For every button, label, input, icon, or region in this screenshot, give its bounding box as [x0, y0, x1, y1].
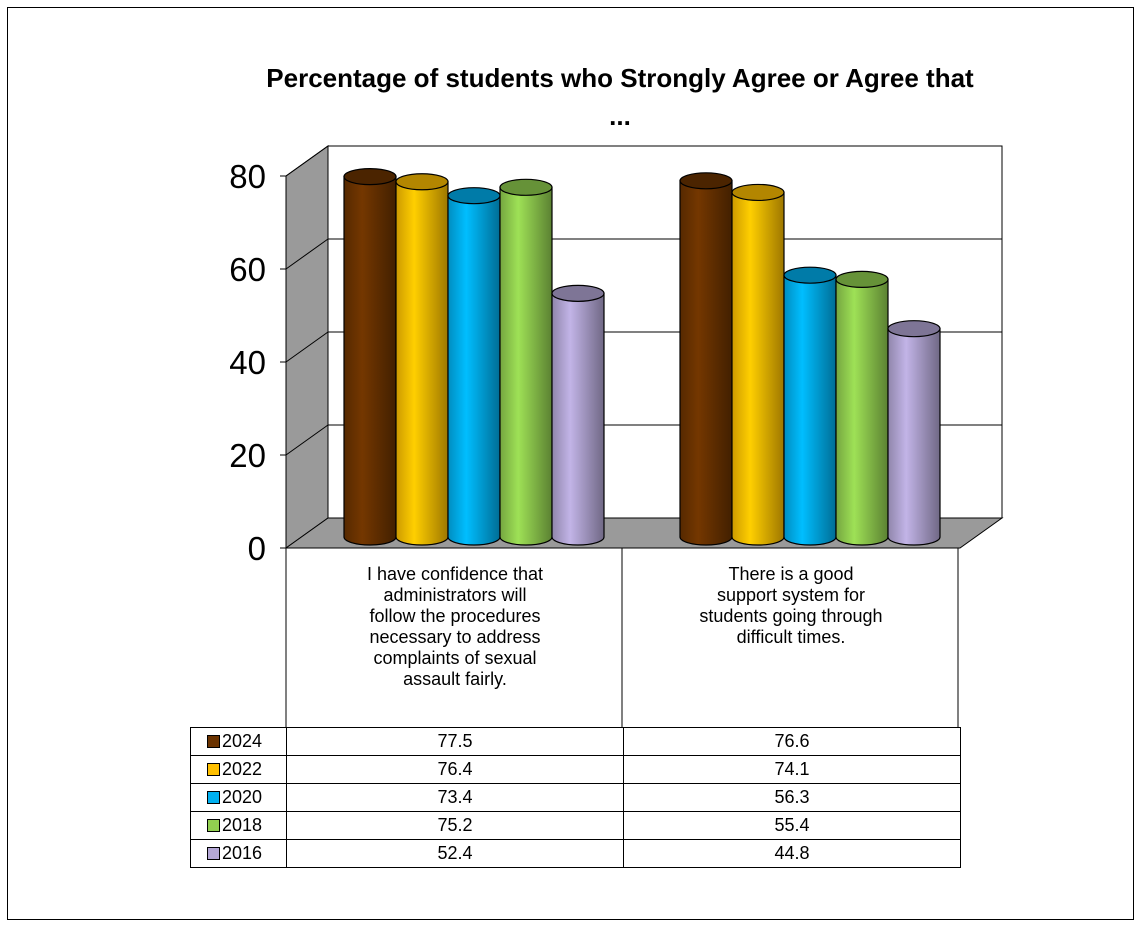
chart-title: Percentage of students who Strongly Agre…: [266, 63, 974, 93]
legend-entry: 2022: [190, 755, 287, 784]
bar-2016-cat-1: [551, 292, 605, 546]
gridline: [285, 424, 329, 456]
category-label-line: support system for: [716, 585, 866, 605]
bar-top-2016-cat-1: [551, 284, 605, 302]
category-label: There is a good support system for student…: [626, 564, 956, 648]
category-label-line: assault fairly.: [403, 669, 507, 689]
legend-label: 2018: [222, 815, 263, 835]
y-tick-label: 40: [229, 344, 266, 381]
category-label-line: There is a good: [728, 564, 854, 584]
data-label: 76.6: [623, 727, 961, 756]
bar-top-2018-cat-2: [835, 270, 889, 288]
data-label: 44.8: [623, 839, 961, 868]
legend-label: 2022: [222, 759, 263, 779]
table-row: 2024 77.5 76.6: [190, 727, 961, 756]
bar-top-2020-cat-2: [783, 266, 837, 284]
data-label: 74.1: [623, 755, 961, 784]
bar-top-2020-cat-1: [447, 187, 501, 205]
data-label: 77.5: [286, 727, 624, 756]
table-row: 2020 73.4 56.3: [190, 783, 961, 812]
bar-2016-cat-2: [887, 328, 941, 546]
bar-top-2016-cat-2: [887, 320, 941, 338]
data-table: 2024 77.5 76.6 2022 76.4 74.1 2020 73.4 56.3 2018…: [190, 727, 961, 868]
category-label-line: students going through: [699, 606, 883, 626]
data-label: 55.4: [623, 811, 961, 840]
gridline: [285, 238, 329, 270]
bar-2018-cat-1: [499, 186, 553, 546]
bar-top-2018-cat-1: [499, 178, 553, 196]
gridline: [285, 331, 329, 363]
category-label-line: I have confidence that: [366, 564, 544, 584]
bar-top-2022-cat-2: [731, 183, 785, 202]
legend-entry: 2024: [190, 727, 287, 756]
category-label: I have confidence that administrators wil…: [290, 564, 620, 690]
bar-2020-cat-1: [447, 195, 501, 546]
bar-top-2022-cat-1: [395, 173, 449, 191]
category-label-line: difficult times.: [736, 627, 846, 647]
y-tick-label: 80: [229, 158, 266, 195]
bar-2018-cat-2: [835, 278, 889, 546]
legend-swatch: [207, 847, 220, 860]
y-tick-label: 20: [229, 437, 266, 474]
legend-entry: 2018: [190, 811, 287, 840]
legend-entry: 2016: [190, 839, 287, 868]
bar-2020-cat-2: [783, 274, 837, 546]
bar-2022-cat-1: [395, 181, 449, 546]
chart-title-continuation: ...: [609, 101, 631, 131]
legend-swatch: [207, 763, 220, 776]
legend-swatch: [207, 791, 220, 804]
legend-label: 2024: [222, 731, 263, 751]
category-label-line: follow the procedures: [369, 606, 541, 626]
gridline: [285, 145, 329, 177]
category-label-line: administrators will: [383, 585, 527, 605]
data-label: 52.4: [286, 839, 624, 868]
y-tick-label: 60: [229, 251, 266, 288]
bar-2022-cat-2: [731, 191, 785, 546]
bar-top-2024-cat-2: [679, 172, 733, 190]
legend-swatch: [207, 819, 220, 832]
bar-2024-cat-2: [679, 180, 733, 546]
table-row: 2022 76.4 74.1: [190, 755, 961, 784]
category-label-line: necessary to address: [369, 627, 541, 647]
data-label: 76.4: [286, 755, 624, 784]
data-label: 73.4: [286, 783, 624, 812]
legend-entry: 2020: [190, 783, 287, 812]
table-row: 2018 75.2 55.4: [190, 811, 961, 840]
legend-swatch: [207, 735, 220, 748]
data-label: 56.3: [623, 783, 961, 812]
category-label-line: complaints of sexual: [373, 648, 537, 668]
bar-2024-cat-1: [343, 176, 397, 546]
table-row: 2016 52.4 44.8: [190, 839, 961, 868]
legend-label: 2016: [222, 843, 263, 863]
bar-top-2024-cat-1: [343, 168, 397, 186]
y-tick-label: 0: [248, 530, 266, 567]
data-label: 75.2: [286, 811, 624, 840]
legend-label: 2020: [222, 787, 263, 807]
